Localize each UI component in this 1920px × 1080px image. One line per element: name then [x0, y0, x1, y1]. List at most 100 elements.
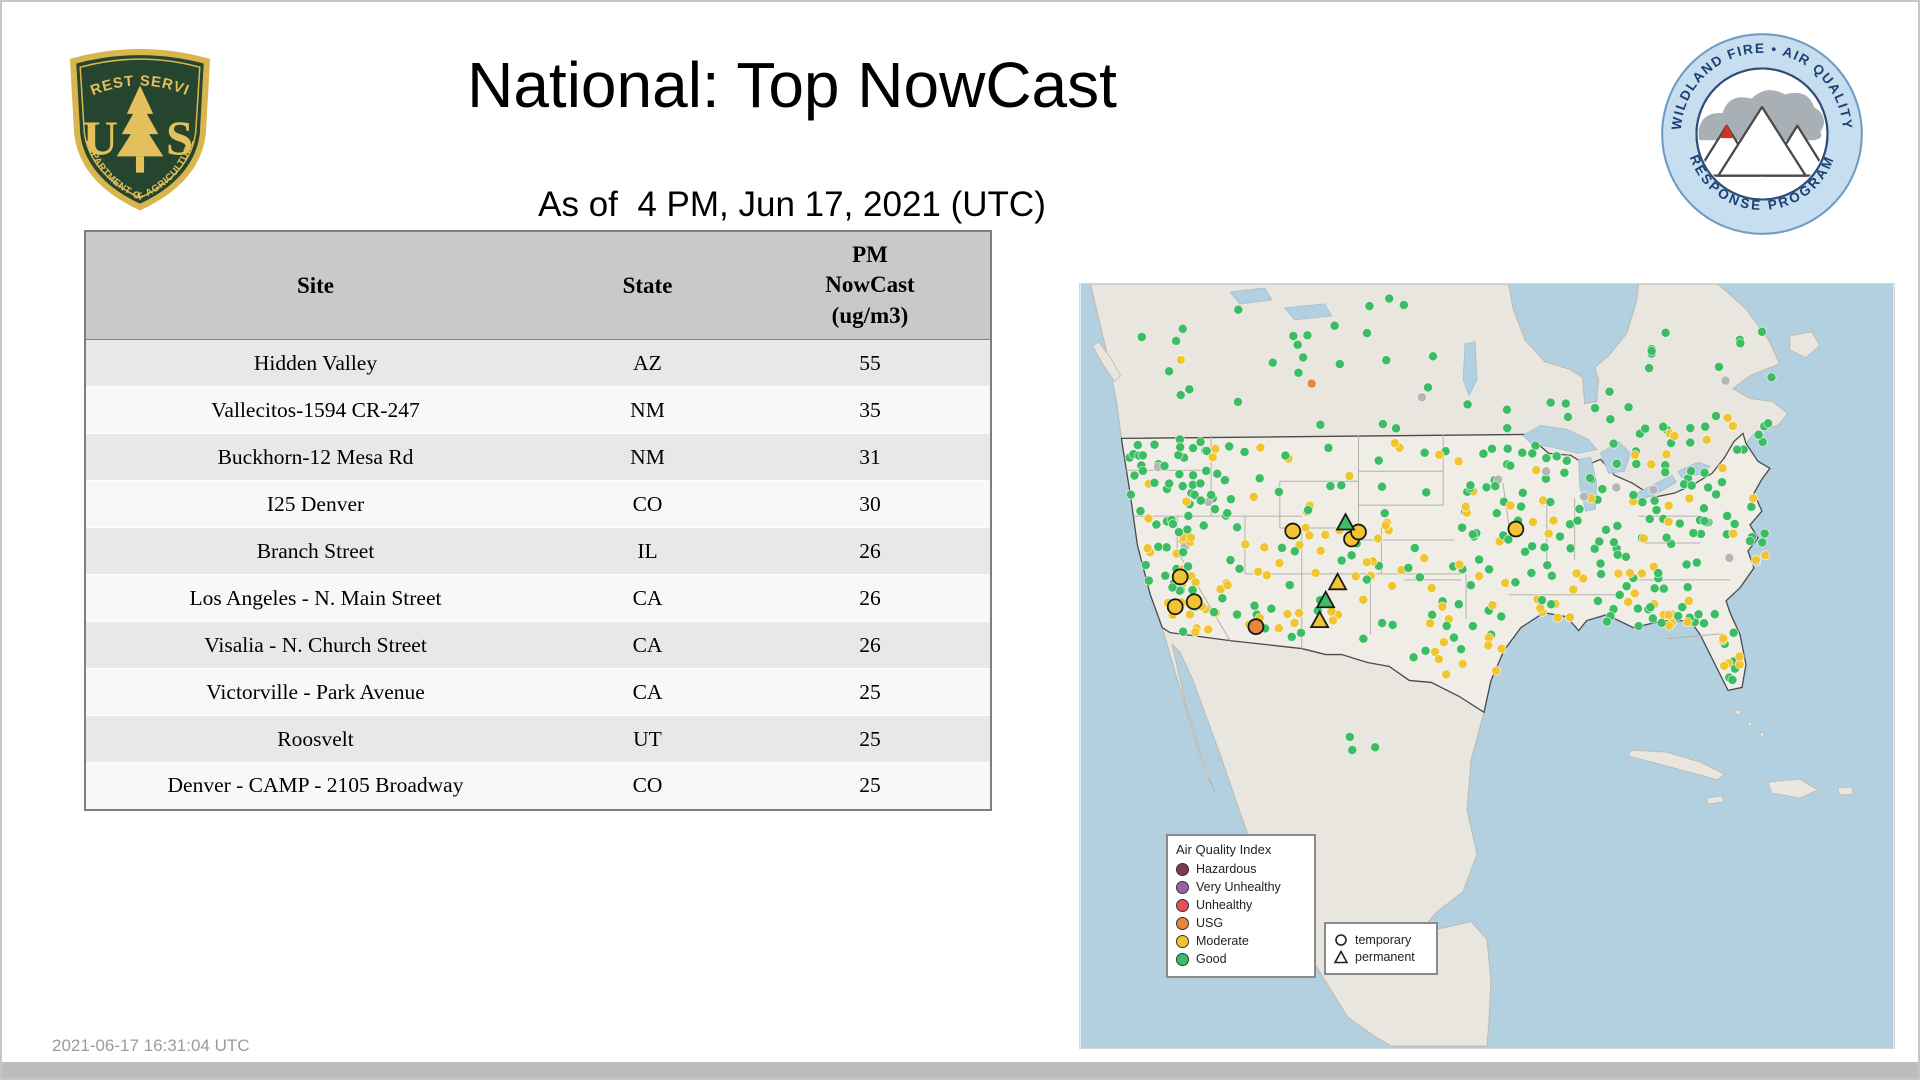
monitor-dot-moderate: [1248, 491, 1259, 502]
monitor-dot-good: [1224, 441, 1235, 452]
monitor-dot-good: [1620, 551, 1631, 562]
monitor-dot-good: [1160, 570, 1171, 581]
monitor-dot-moderate: [1143, 513, 1154, 524]
monitor-dot-good: [1174, 469, 1185, 480]
puerto-rico: [1837, 786, 1855, 796]
monitor-dot-good: [1456, 644, 1467, 655]
monitor-dot-moderate: [1274, 558, 1285, 569]
site-marker-visalia: [1171, 568, 1189, 586]
monitor-dot-moderate: [1175, 355, 1186, 365]
monitor-dot-good: [1153, 541, 1164, 552]
monitor-dot-good: [1428, 351, 1438, 362]
monitor-dot-good: [1187, 585, 1198, 596]
monitor-dot-good: [1693, 609, 1704, 620]
jamaica: [1705, 795, 1725, 805]
monitor-dot-good: [1596, 569, 1607, 580]
monitor-dot-good: [1612, 520, 1623, 531]
monitor-dot-moderate: [1222, 580, 1233, 591]
aqi-legend-item: Good: [1176, 952, 1306, 966]
monitor-dot-good: [1716, 477, 1727, 488]
marker-type-label: temporary: [1355, 933, 1412, 947]
monitor-dot-moderate: [1719, 660, 1730, 671]
monitor-dot-good: [1551, 451, 1562, 462]
value-cell: 26: [750, 574, 991, 622]
monitor-dot-good: [1656, 617, 1667, 628]
table-row: Branch Street IL 26: [85, 527, 991, 575]
monitor-dot-good: [1681, 559, 1692, 570]
monitor-dot-good: [1537, 595, 1547, 606]
monitor-dot-good: [1266, 603, 1277, 614]
monitor-dot-good: [1377, 618, 1388, 629]
monitor-dot-good: [1682, 582, 1693, 593]
monitor-dot-good: [1722, 511, 1733, 521]
monitor-dot-good: [1370, 742, 1381, 753]
aqi-legend-item: Very Unhealthy: [1176, 880, 1306, 894]
value-cell: 25: [750, 762, 991, 810]
monitor-dot-na: [1724, 552, 1735, 563]
monitor-dot-good: [1175, 390, 1186, 401]
monitor-dot-good: [1520, 546, 1531, 557]
usfs-letter-u: U: [83, 111, 118, 165]
mountains-icon: [1698, 105, 1826, 177]
monitor-dot-moderate: [1683, 595, 1694, 606]
monitor-dot-moderate: [1315, 545, 1326, 556]
islands: [1092, 331, 1855, 805]
monitor-dot-good: [1288, 331, 1299, 341]
monitor-dot-good: [1467, 529, 1478, 540]
monitor-dot-good: [1611, 458, 1622, 469]
monitor-dot-good: [1559, 467, 1570, 478]
monitor-dot-good: [1344, 731, 1355, 742]
monitor-dot-good: [1649, 583, 1660, 594]
monitor-dot-good: [1594, 536, 1605, 547]
monitor-dot-moderate: [1682, 617, 1693, 628]
monitor-dot-good: [1159, 461, 1170, 471]
monitor-dot-moderate: [1437, 601, 1448, 612]
state-cell: NM: [545, 433, 750, 481]
table-row: Vallecitos-1594 CR-247 NM 35: [85, 386, 991, 434]
site-marker-branch-street: [1507, 520, 1525, 538]
heading-block: National: Top NowCast As of 4 PM, Jun 17…: [252, 51, 1332, 225]
fire-icon: [1720, 124, 1734, 139]
monitor-dot-good: [1732, 444, 1743, 455]
monitor-dot-good: [1140, 560, 1151, 570]
site-cell: Vallecitos-1594 CR-247: [85, 386, 545, 434]
monitor-dot-good: [1612, 549, 1623, 560]
monitor-dot-good: [1336, 480, 1347, 491]
monitor-dot-moderate: [1344, 470, 1355, 481]
monitor-dot-good: [1398, 300, 1409, 310]
monitor-dot-good: [1517, 447, 1528, 458]
monitor-dot-moderate: [1578, 573, 1589, 584]
monitor-dot-good: [1563, 411, 1573, 422]
wfaqrp-logo: WILDLAND FIRE • AIR QUALITY RESPONSE PRO…: [1661, 33, 1863, 235]
monitor-dot-moderate: [1185, 532, 1196, 543]
monitor-dot-good: [1653, 568, 1664, 579]
aqi-legend-item: Unhealthy: [1176, 898, 1306, 912]
state-cell: CO: [545, 762, 750, 810]
col-header-pm-nowcast: PM NowCast (ug/m3): [750, 231, 991, 341]
monitor-dot-good: [1561, 455, 1572, 466]
aqi-legend-item: Hazardous: [1176, 862, 1306, 876]
monitor-dot-moderate: [1184, 609, 1195, 620]
site-cell: Branch Street: [85, 527, 545, 575]
monitor-dot-moderate: [1434, 449, 1445, 460]
aqi-swatch-hazardous: [1176, 862, 1189, 876]
monitor-dot-good: [1527, 541, 1538, 552]
monitor-dot-good: [1177, 323, 1188, 334]
site-marker-buckhorn: [1309, 609, 1330, 629]
aqi-legend-item: USG: [1176, 916, 1306, 930]
state-cell: UT: [545, 715, 750, 763]
monitor-dot-good: [1757, 326, 1768, 337]
monitor-dot-moderate: [1327, 615, 1338, 626]
monitor-dot-moderate: [1663, 500, 1674, 511]
monitor-dot-good: [1510, 577, 1521, 588]
monitor-dot-moderate: [1751, 554, 1762, 565]
us-outline: [1120, 432, 1771, 714]
value-cell: 25: [750, 715, 991, 763]
monitor-dot-good: [1589, 543, 1600, 554]
monitor-dot-good: [1661, 532, 1672, 543]
monitor-dot-good: [1496, 611, 1507, 622]
monitor-dot-good: [1628, 490, 1639, 501]
state-cell: AZ: [545, 339, 750, 387]
monitor-dot-good: [1729, 518, 1740, 529]
monitor-dot-good: [1604, 386, 1615, 397]
